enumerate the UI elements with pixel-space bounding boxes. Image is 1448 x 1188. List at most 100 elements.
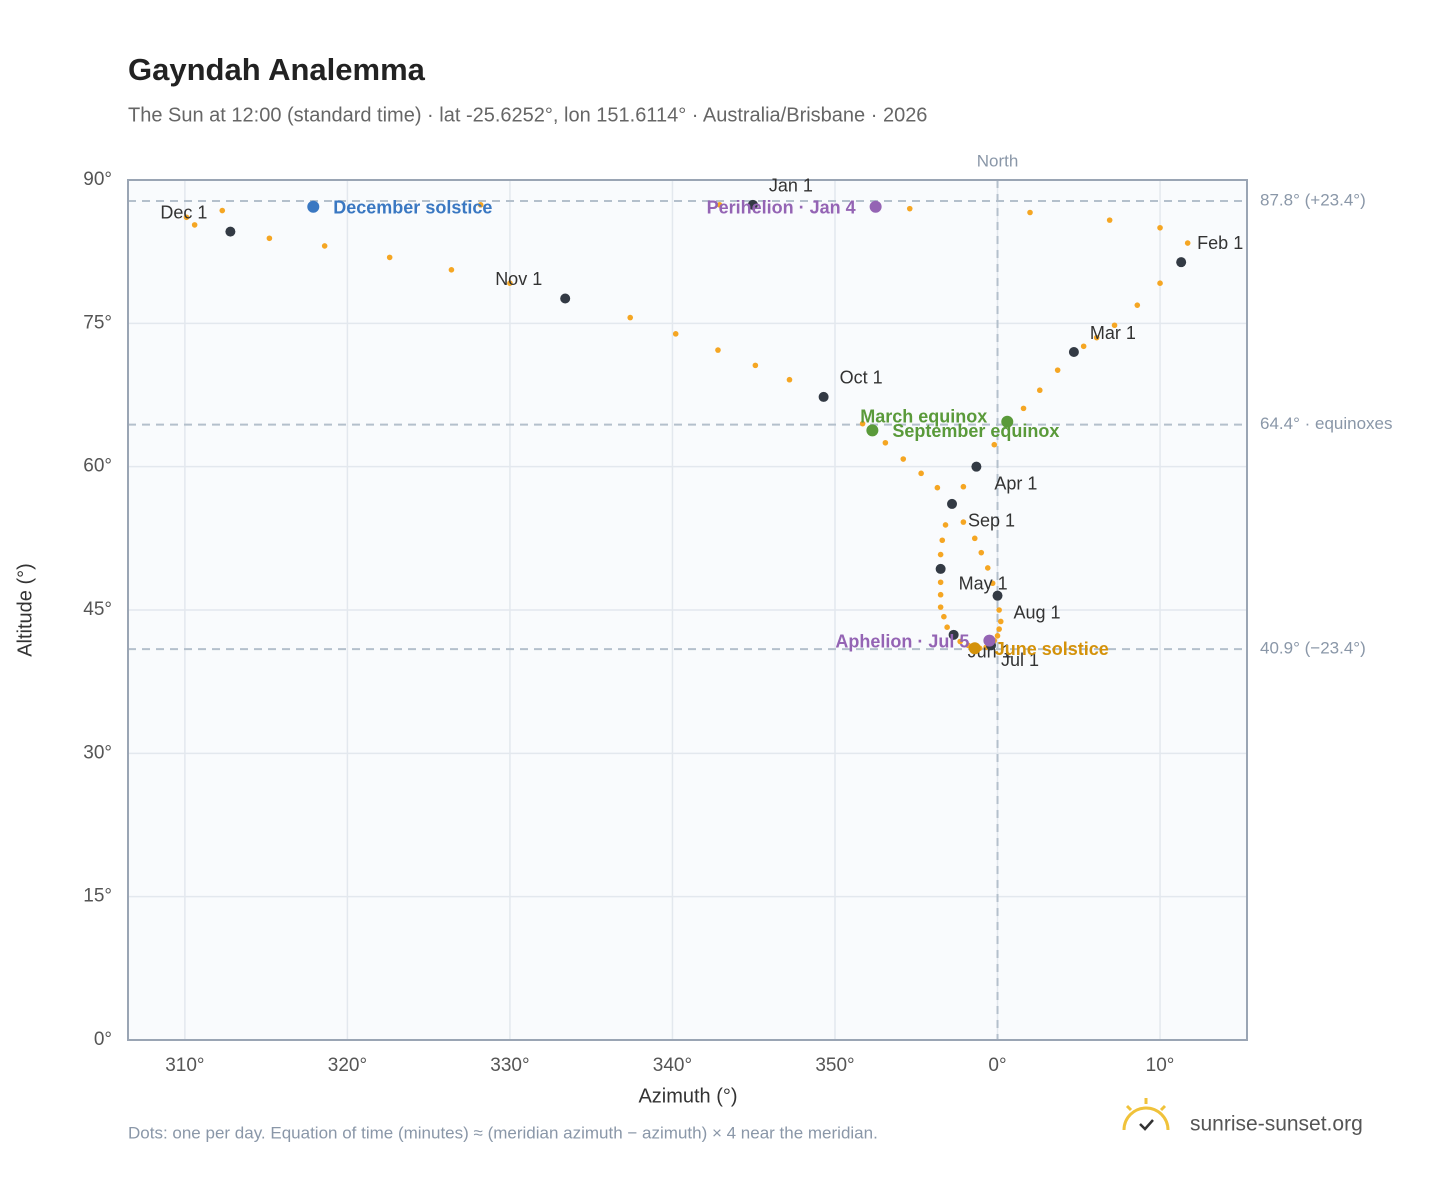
month-marker xyxy=(747,199,758,210)
chart-subtitle: The Sun at 12:00 (standard time) · lat -… xyxy=(128,104,927,126)
month-marker xyxy=(948,629,959,640)
day-dot xyxy=(944,624,950,630)
footnote: Dots: one per day. Equation of time (min… xyxy=(128,1123,878,1142)
day-dot xyxy=(989,580,996,587)
event-label: June solstice xyxy=(995,639,1109,659)
day-dot xyxy=(1134,302,1141,308)
month-marker xyxy=(947,498,958,509)
y-tick-label: 15° xyxy=(83,886,112,907)
y-tick-label: 90° xyxy=(83,169,112,190)
event-marker xyxy=(307,200,320,213)
day-dot xyxy=(1027,209,1033,216)
day-dot xyxy=(507,280,513,287)
day-dot xyxy=(715,347,721,353)
day-dot xyxy=(971,535,978,542)
plot-border xyxy=(127,179,1248,1041)
y-tick-label: 0° xyxy=(94,1029,112,1050)
day-dot xyxy=(1020,405,1027,412)
day-dot xyxy=(942,522,949,528)
day-dot xyxy=(1054,367,1061,373)
month-marker xyxy=(992,590,1003,601)
day-dot xyxy=(191,222,198,228)
month-marker xyxy=(818,391,829,402)
month-label: Sep 1 xyxy=(968,511,1015,531)
day-dot xyxy=(183,214,190,221)
month-label: May 1 xyxy=(959,574,1008,594)
day-dot xyxy=(937,551,944,558)
day-dot xyxy=(900,456,907,462)
north-label: North xyxy=(977,151,1019,170)
x-axis-label: Azimuth (°) xyxy=(638,1085,737,1107)
month-label: Apr 1 xyxy=(994,473,1037,493)
day-dot xyxy=(1157,224,1163,231)
reference-label: 40.9° (−23.4°) xyxy=(1260,639,1366,658)
day-dot xyxy=(937,591,944,598)
reference-label: 64.4° · equinoxes xyxy=(1260,414,1393,433)
day-dot xyxy=(941,613,947,620)
day-dot xyxy=(266,235,273,242)
day-dot xyxy=(937,579,944,586)
day-dot xyxy=(321,243,328,249)
day-dot xyxy=(934,484,941,491)
y-tick-label: 60° xyxy=(83,456,112,477)
month-marker xyxy=(1176,257,1187,268)
day-dot xyxy=(939,537,946,544)
day-dot xyxy=(906,205,913,212)
day-dot xyxy=(448,267,455,273)
x-tick-label: 10° xyxy=(1146,1055,1175,1076)
reference-label: 87.8° (+23.4°) xyxy=(1260,191,1366,210)
y-tick-label: 30° xyxy=(83,742,112,763)
event-label: March equinox xyxy=(860,407,987,427)
day-dot xyxy=(937,604,944,610)
day-dot xyxy=(994,633,1001,639)
event-marker xyxy=(968,642,981,655)
y-tick-label: 45° xyxy=(83,599,112,620)
day-dot xyxy=(882,439,889,446)
event-marker xyxy=(983,634,996,647)
month-label: Nov 1 xyxy=(495,269,542,289)
day-dot xyxy=(1111,322,1118,329)
day-dot xyxy=(996,607,1002,613)
event-marker xyxy=(1001,415,1014,428)
day-dot xyxy=(996,626,1002,632)
day-dot xyxy=(1184,240,1191,246)
day-dot xyxy=(219,207,226,214)
day-dot xyxy=(918,470,924,477)
month-marker xyxy=(1068,347,1079,357)
day-dot xyxy=(477,202,484,208)
day-dot xyxy=(997,618,1004,625)
event-label: Perihelion · Jan 4 xyxy=(707,198,856,218)
y-axis-label: Altitude (°) xyxy=(14,563,36,657)
day-dot xyxy=(672,331,679,337)
day-dot xyxy=(386,254,393,261)
x-tick-label: 0° xyxy=(988,1055,1006,1076)
day-dot xyxy=(786,376,793,383)
chart-title: Gayndah Analemma xyxy=(128,52,426,87)
day-dot xyxy=(716,202,723,208)
day-dot xyxy=(960,519,967,525)
month-label: Mar 1 xyxy=(1090,323,1136,343)
month-label: Aug 1 xyxy=(1014,602,1061,622)
event-label: Aphelion · Jul 5 xyxy=(835,631,969,651)
day-dot xyxy=(1093,334,1100,341)
day-dot xyxy=(859,420,866,427)
brand: sunrise-sunset.org xyxy=(1190,1113,1363,1136)
day-dot xyxy=(1036,387,1043,394)
day-dot xyxy=(991,441,998,448)
day-dot xyxy=(1106,217,1113,223)
month-marker xyxy=(560,293,571,304)
month-marker xyxy=(971,461,982,472)
month-label: Jul 1 xyxy=(1001,650,1039,670)
month-marker xyxy=(935,563,946,574)
event-marker xyxy=(866,424,879,437)
brand-logo xyxy=(1122,1098,1170,1131)
x-tick-label: 320° xyxy=(328,1055,367,1076)
y-tick-label: 75° xyxy=(83,312,112,333)
x-tick-label: 340° xyxy=(653,1055,692,1076)
event-label: September equinox xyxy=(892,421,1059,441)
day-dot xyxy=(978,549,985,556)
month-label: Jan 1 xyxy=(769,176,813,196)
month-label: Dec 1 xyxy=(160,202,207,222)
event-marker xyxy=(869,200,882,213)
